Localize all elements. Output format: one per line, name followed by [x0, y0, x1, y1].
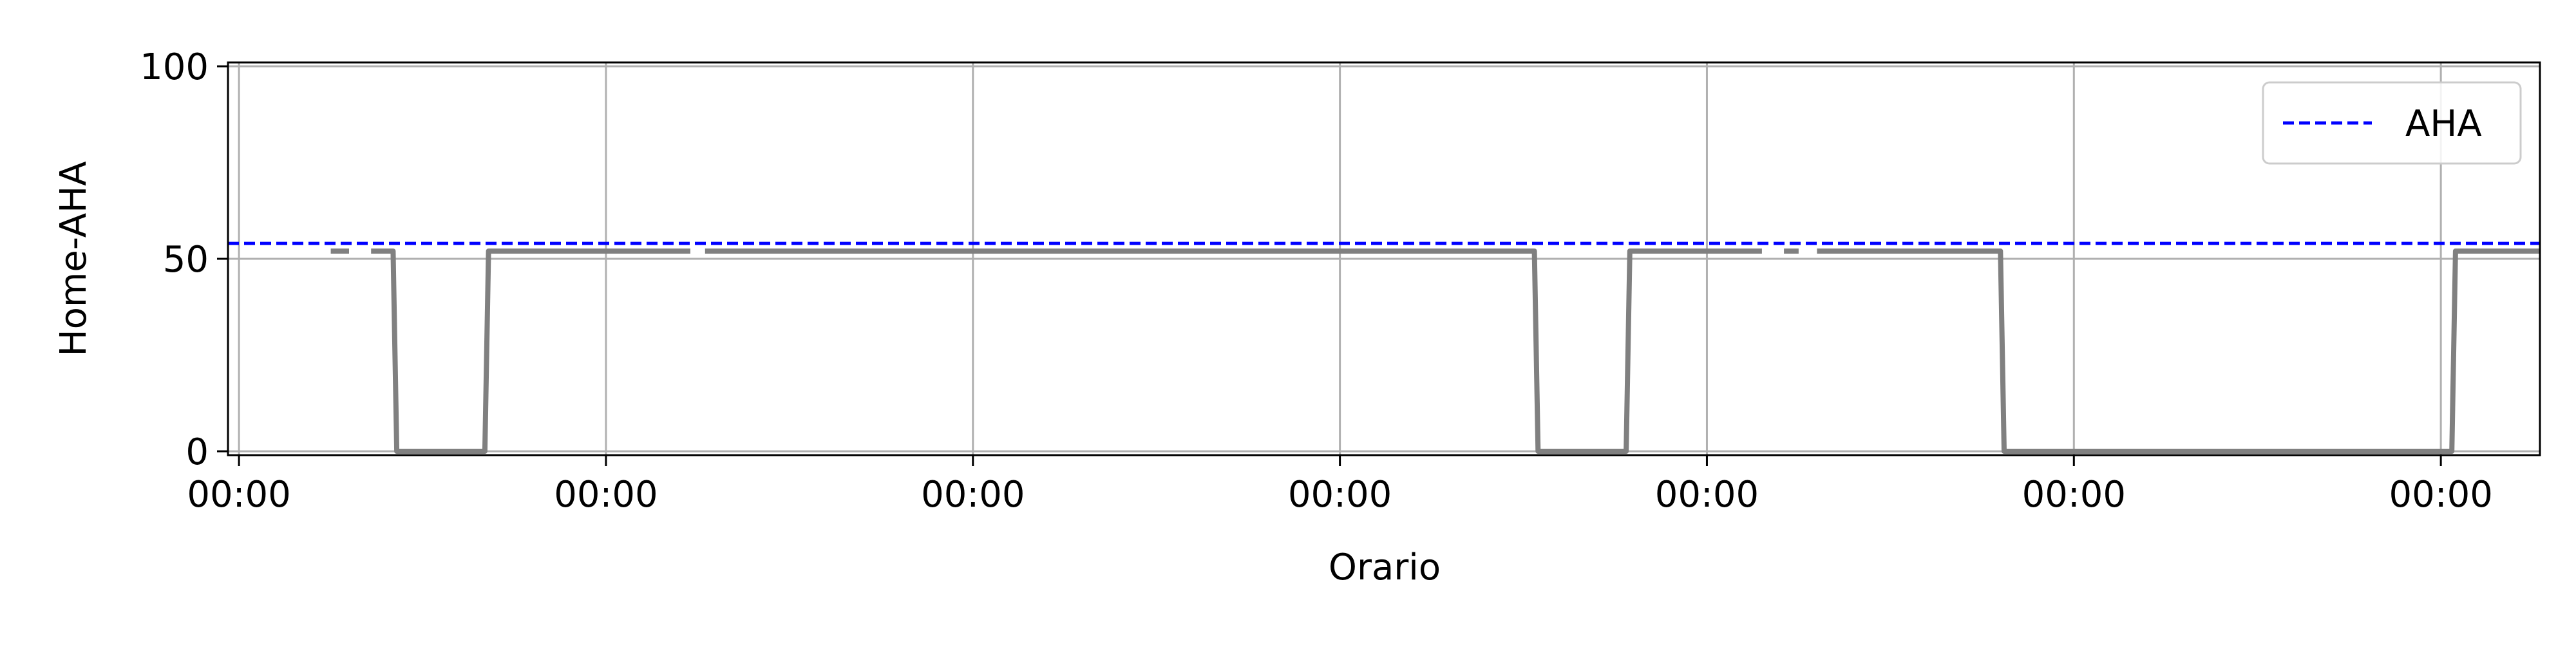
x-tick-label: 00:00	[187, 474, 290, 516]
legend-box	[2262, 81, 2522, 165]
x-tick-label: 00:00	[2022, 474, 2126, 516]
grid-layer	[228, 62, 2540, 455]
legend-aha-label: AHA	[2405, 103, 2482, 145]
y-tick-label: 0	[185, 431, 209, 473]
x-tick-label: 00:00	[1655, 474, 1759, 516]
y-tick-label: 50	[163, 239, 209, 281]
tick-layer: 00:00 00:00 00:00 00:00 00:00 00:00 00:0005010…	[140, 46, 2493, 516]
x-tick-label: 00:00	[2389, 474, 2492, 516]
x-axis-label: Orario	[1329, 547, 1441, 588]
series-layer	[228, 241, 2540, 454]
home-aha-line-segment	[705, 248, 1762, 454]
y-axis-label: Home-AHA	[53, 161, 95, 356]
home-aha-line-segment	[1817, 248, 2540, 454]
legend: AHA	[2262, 81, 2522, 165]
x-tick-label: 00:00	[1288, 474, 1392, 516]
x-tick-label: 00:00	[554, 474, 658, 516]
y-tick-label: 100	[140, 46, 209, 88]
home-aha-line-segment	[371, 248, 690, 454]
x-tick-label: 00:00	[921, 474, 1025, 516]
